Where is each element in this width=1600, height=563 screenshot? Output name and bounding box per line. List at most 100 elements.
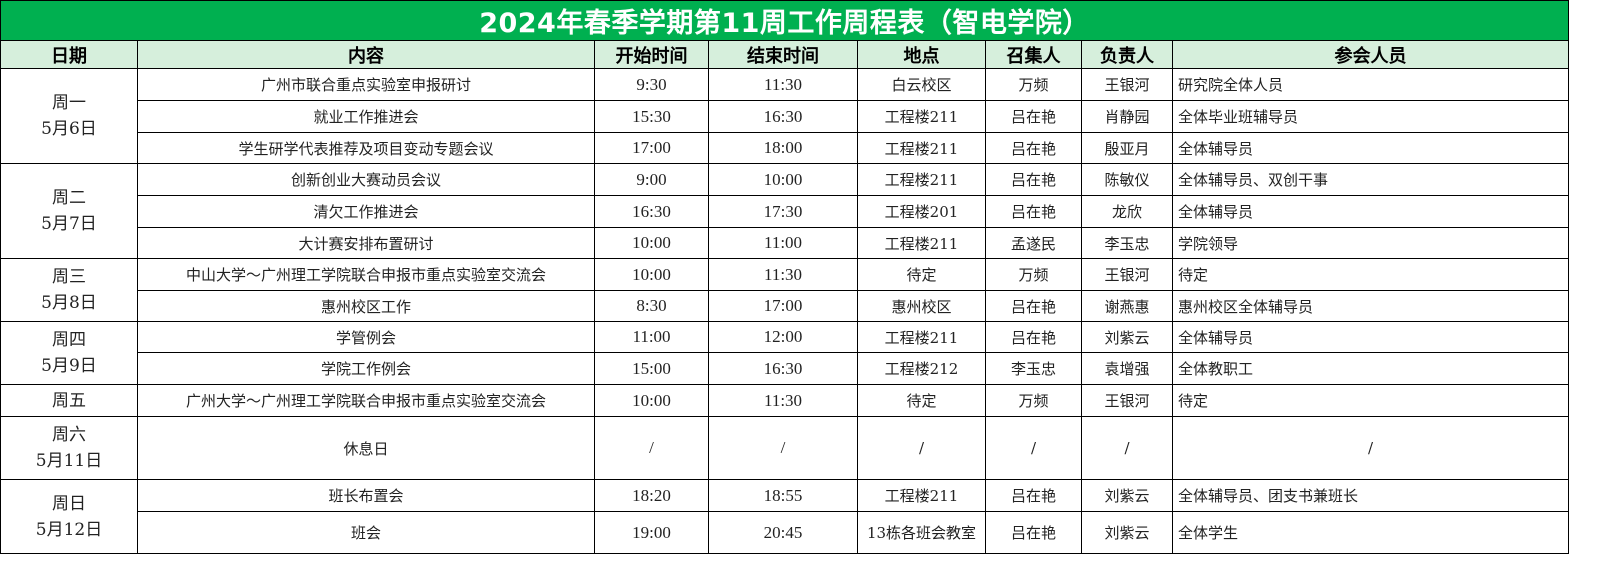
- weekday: 周三: [52, 267, 86, 287]
- table-row: 学生研学代表推荐及项目变动专题会议 17:00 18:00 工程楼211 吕在艳 殷亚月全…: [1, 132, 1570, 164]
- attendees-cell: 全体辅导员、双创干事: [1171, 163, 1570, 196]
- owner-cell: 王银河: [1081, 68, 1173, 101]
- start-time-cell: 10:00: [594, 384, 709, 417]
- location-cell: 待定: [857, 258, 986, 291]
- table-row: 学院工作例会 15:00 16:30 工程楼212 李玉忠 袁增强 全体教职工: [1, 352, 1570, 385]
- owner-cell: 肖静园: [1081, 100, 1173, 133]
- start-time-cell: 11:00: [594, 321, 709, 353]
- owner-cell: 刘紫云: [1081, 479, 1173, 512]
- content-cell: 清欠工作推进会: [137, 195, 595, 228]
- content-cell: 大计赛安排布置研讨: [137, 227, 595, 259]
- owner-cell: 刘紫云: [1081, 511, 1173, 554]
- owner-cell: 龙欣: [1081, 195, 1173, 228]
- weekday: 周二: [52, 188, 86, 208]
- convener-cell: 吕在艳: [985, 290, 1082, 322]
- location-cell: 工程楼211: [857, 227, 986, 259]
- location-cell: 工程楼211: [857, 321, 986, 353]
- attendees-cell: 全体教职工: [1171, 352, 1570, 385]
- convener-cell: 李玉忠: [985, 352, 1082, 385]
- start-time-cell: 16:30: [594, 195, 709, 228]
- convener-cell: 万频: [985, 384, 1082, 417]
- date: 5月7日: [41, 214, 97, 234]
- attendees-cell: 全体毕业班辅导员: [1171, 100, 1570, 133]
- start-time-cell: 17:00: [594, 132, 709, 164]
- owner-cell: /: [1081, 416, 1173, 480]
- start-time-cell: 19:00: [594, 511, 709, 554]
- attendees-cell: 全体学生: [1171, 511, 1570, 554]
- convener-cell: 万频: [985, 258, 1082, 291]
- start-time-cell: 15:30: [594, 100, 709, 133]
- date-cell: 周三 5月8日: [0, 258, 138, 322]
- convener-cell: 吕在艳: [985, 195, 1082, 228]
- start-time-cell: 18:20: [594, 479, 709, 512]
- location-cell: 工程楼211: [857, 100, 986, 133]
- content-cell: 学生研学代表推荐及项目变动专题会议: [137, 132, 595, 164]
- attendees-cell: /: [1171, 416, 1570, 480]
- sheet-title: 2024年春季学期第11周工作周程表（智电学院）: [0, 0, 1570, 41]
- end-time-cell: 11:30: [708, 258, 858, 291]
- attendees-cell: 待定: [1171, 384, 1570, 417]
- owner-cell: 殷亚月: [1081, 132, 1173, 164]
- location-cell: /: [857, 416, 986, 480]
- content-cell: 班长布置会: [137, 479, 595, 512]
- content-cell: 广州市联合重点实验室申报研讨: [137, 68, 595, 101]
- header-date: 日期: [0, 40, 138, 69]
- header-owner: 负责人: [1081, 40, 1173, 69]
- start-time-cell: 10:00: [594, 258, 709, 291]
- content-cell: 广州大学～广州理工学院联合申报市重点实验室交流会: [137, 384, 595, 417]
- date: 5月12日: [35, 519, 103, 540]
- owner-cell: 谢燕惠: [1081, 290, 1173, 322]
- weekday: 周六: [52, 425, 86, 445]
- start-time-cell: 8:30: [594, 290, 709, 322]
- end-time-cell: 18:55: [708, 479, 858, 512]
- owner-cell: 王银河: [1081, 384, 1173, 417]
- table-row: 周四 5月9日 学管例会 11:00 12:00 工程楼211 吕在艳 刘紫云 全体辅导员: [0, 321, 1570, 385]
- table-row: 周六 5月11日 休息日 / / / / / /: [0, 416, 1570, 480]
- convener-cell: 孟遂民: [985, 227, 1082, 259]
- end-time-cell: /: [708, 416, 858, 480]
- weekday: 周五: [52, 390, 86, 411]
- start-time-cell: 9:30: [594, 68, 709, 101]
- header-end: 结束时间: [708, 40, 858, 69]
- end-time-cell: 18:00: [708, 132, 858, 164]
- location-cell: 工程楼212: [857, 352, 986, 385]
- end-time-cell: 16:30: [708, 352, 858, 385]
- convener-cell: 吕在艳: [985, 163, 1082, 196]
- convener-cell: 万频: [985, 68, 1082, 101]
- convener-cell: 吕在艳: [985, 321, 1082, 353]
- owner-cell: 袁增强: [1081, 352, 1173, 385]
- convener-cell: 吕在艳: [985, 479, 1082, 512]
- content-cell: 中山大学～广州理工学院联合申报市重点实验室交流会: [137, 258, 595, 291]
- content-cell: 学管例会: [137, 321, 595, 353]
- attendees-cell: 全体辅导员: [1171, 321, 1570, 353]
- location-cell: 白云校区: [857, 68, 986, 101]
- header-convener: 召集人: [985, 40, 1082, 69]
- table-row: 周五 广州大学～广州理工学院联合申报市重点实验室交流会 10:00 11:30 待定 万频…: [0, 384, 1570, 417]
- date-cell: 周四 5月9日: [0, 321, 138, 385]
- attendees-cell: 学院领导: [1171, 227, 1570, 259]
- date: 5月8日: [41, 293, 97, 313]
- header-location: 地点: [857, 40, 986, 69]
- header-start: 开始时间: [594, 40, 709, 69]
- weekday: 周四: [52, 330, 86, 350]
- convener-cell: 吕在艳: [985, 511, 1082, 554]
- attendees-cell: 研究院全体人员: [1171, 68, 1570, 101]
- attendees-cell: 全体辅导员: [1171, 132, 1570, 164]
- weekday: 周日: [52, 493, 86, 514]
- date-cell: 周二 5月7日: [0, 163, 138, 259]
- end-time-cell: 17:00: [708, 290, 858, 322]
- convener-cell: 吕在艳: [985, 100, 1082, 133]
- attendees-cell: 惠州校区全体辅导员: [1171, 290, 1570, 322]
- start-time-cell: 10:00: [594, 227, 709, 259]
- content-cell: 学院工作例会: [137, 352, 595, 385]
- location-cell: 工程楼211: [857, 132, 986, 164]
- weekday: 周一: [52, 93, 86, 113]
- location-cell: 13栋各班会教室: [857, 511, 986, 554]
- owner-cell: 刘紫云: [1081, 321, 1173, 353]
- start-time-cell: 15:00: [594, 352, 709, 385]
- attendees-cell: 全体辅导员: [1171, 195, 1570, 228]
- date: 5月6日: [41, 119, 97, 139]
- content-cell: 创新创业大赛动员会议: [137, 163, 595, 196]
- location-cell: 待定: [857, 384, 986, 417]
- date: 5月11日: [35, 451, 103, 471]
